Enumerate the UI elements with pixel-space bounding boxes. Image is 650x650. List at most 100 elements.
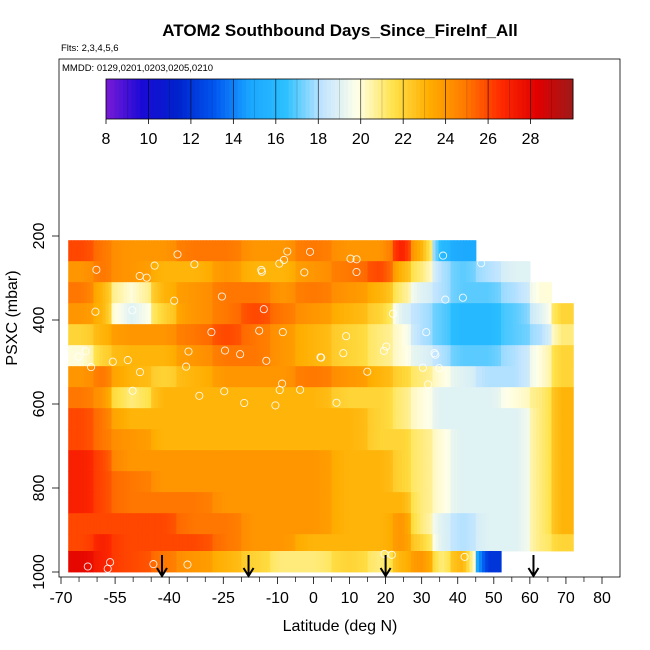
heatmap-cell [206,429,211,451]
heatmap-cell [370,513,375,535]
heatmap-cell [506,366,511,388]
heatmap-cell [289,261,293,283]
heatmap-cell [444,324,449,346]
heatmap-cell [377,240,381,262]
x-tick-label: 50 [485,590,503,607]
heatmap-cell [488,282,493,304]
heatmap-cell [346,551,351,573]
heatmap-cell [241,534,245,552]
heatmap-cell [185,261,190,283]
heatmap-cell [166,492,171,514]
heatmap-cell [343,471,348,493]
heatmap-cell [148,534,152,552]
heatmap-cell [485,387,489,409]
heatmap-cell [364,551,369,573]
heatmap-cell [87,513,91,535]
heatmap-cell [441,366,446,388]
heatmap-cell [488,261,493,283]
heatmap-cell [176,513,181,535]
heatmap-cell [444,261,449,283]
heatmap-cell [398,408,403,430]
heatmap-cell [120,408,125,430]
heatmap-cell [99,345,104,367]
heatmap-cell [108,408,113,430]
heatmap-cell [142,551,146,573]
heatmap-cell [539,366,543,388]
heatmap-cell [570,408,574,430]
heatmap-cell [497,261,502,283]
heatmap-cell [463,471,467,493]
heatmap-cell [241,303,245,325]
heatmap-cell [539,387,543,409]
heatmap-cell [126,513,131,535]
heatmap-cell [232,366,237,388]
heatmap-cell [258,551,263,573]
heatmap-cell [340,450,345,472]
heatmap-cell [352,492,357,514]
heatmap-cell [429,240,434,262]
heatmap-cell [367,282,372,304]
colorbar-swatch [428,79,434,119]
heatmap-cell [120,324,125,346]
heatmap-cell [80,345,85,367]
heatmap-cell [129,471,134,493]
heatmap-cell [355,324,360,346]
heatmap-cell [557,345,562,367]
heatmap-cell [179,240,184,262]
heatmap-cell [120,261,125,283]
heatmap-cell [258,345,263,367]
heatmap-cell [441,303,446,325]
heatmap-cell [279,303,284,325]
heatmap-cell [218,471,222,493]
heatmap-cell [482,513,486,535]
heatmap-cell [258,261,263,283]
heatmap-cell [273,261,278,283]
heatmap-cell [478,408,483,430]
heatmap-cell [316,513,321,535]
heatmap-cell [289,345,293,367]
heatmap-cell [282,282,287,304]
heatmap-cell [539,303,543,325]
heatmap-cell [319,261,324,283]
heatmap-cell [529,429,534,451]
heatmap-cell [221,387,225,409]
heatmap-cell [138,261,143,283]
heatmap-cell [273,387,278,409]
heatmap-cell [392,282,397,304]
heatmap-cell [340,471,345,493]
heatmap-cell [386,324,391,346]
heatmap-cell [279,366,284,388]
heatmap-cell [307,534,312,552]
heatmap-cell [557,471,562,493]
heatmap-cell [570,513,574,535]
heatmap-cell [138,303,143,325]
heatmap-cell [298,345,303,367]
heatmap-cell [255,513,260,535]
heatmap-cell [316,471,321,493]
y-axis-label: PSXC (mbar) [4,270,21,365]
heatmap-cell [377,513,381,535]
heatmap-cell [123,324,128,346]
heatmap-cell [264,408,268,430]
heatmap-cell [441,471,446,493]
heatmap-cell [404,387,409,409]
heatmap-cell [163,324,168,346]
heatmap-cell [349,450,354,472]
heatmap-cell [389,471,394,493]
heatmap-cell [135,387,140,409]
heatmap-cell [142,261,146,283]
heatmap-cell [224,282,228,304]
heatmap-cell [472,366,477,388]
heatmap-cell [258,450,263,472]
heatmap-cell [407,261,412,283]
heatmap-cell [185,240,190,262]
heatmap-cell [447,492,452,514]
heatmap-cell [404,513,409,535]
heatmap-cell [355,303,360,325]
heatmap-cell [154,303,159,325]
heatmap-cell [497,492,502,514]
heatmap-cell [80,471,85,493]
heatmap-cell [301,261,306,283]
colorbar-swatch [369,79,374,119]
heatmap-cell [279,471,284,493]
